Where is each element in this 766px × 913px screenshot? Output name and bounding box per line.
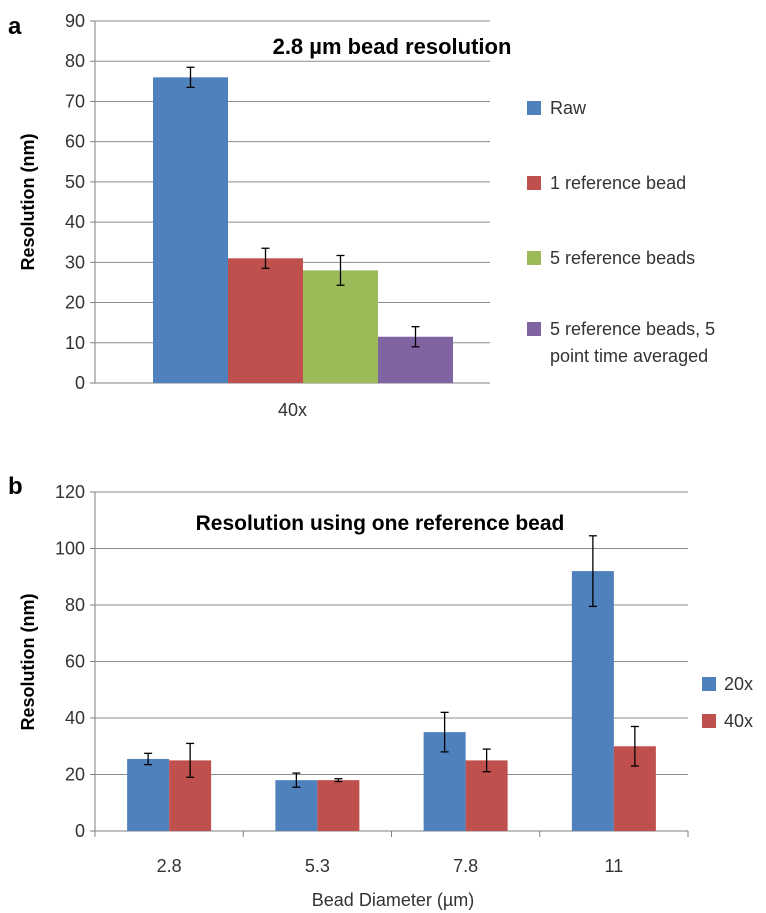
panel-b-y-tick-label: 40 <box>65 708 85 728</box>
panel-a-y-tick-label: 60 <box>65 132 85 152</box>
panel-a-legend-label: 5 reference beads <box>550 248 695 268</box>
panel-a-label: a <box>8 13 22 40</box>
panel-a-y-tick-label: 50 <box>65 172 85 192</box>
panel-b-x-axis-title: Bead Diameter (µm) <box>312 890 474 910</box>
panel-a-y-tick-label: 0 <box>75 373 85 393</box>
panel-a-legend-swatch <box>527 322 541 336</box>
panel-a-bar <box>228 258 303 383</box>
panel-b-y-tick-label: 100 <box>55 539 85 559</box>
panel-a-bar <box>303 270 378 383</box>
panel-a-legend-swatch <box>527 101 541 115</box>
panel-b-bar <box>317 780 360 831</box>
panel-b-legend-swatch <box>702 714 716 728</box>
panel-b-x-tick-label: 2.8 <box>157 856 182 876</box>
panel-b-legend-swatch <box>702 677 716 691</box>
panel-b-y-tick-label: 60 <box>65 652 85 672</box>
panel-b-y-tick-label: 0 <box>75 821 85 841</box>
panel-b-y-tick-label: 120 <box>55 482 85 502</box>
panel-a-y-tick-label: 80 <box>65 51 85 71</box>
panel-a-legend-swatch <box>527 251 541 265</box>
panel-b-label: b <box>8 473 23 500</box>
panel-a-y-tick-label: 40 <box>65 212 85 232</box>
panel-a-title: 2.8 µm bead resolution <box>273 34 512 59</box>
panel-a-legend-label: 5 reference beads, 5 point time averaged <box>550 319 715 366</box>
panel-b-bar <box>275 780 318 831</box>
panel-b-y-tick-label: 80 <box>65 595 85 615</box>
panel-a-y-tick-label: 30 <box>65 252 85 272</box>
panel-b-bar <box>127 758 170 831</box>
panel-a-legend-label: 1 reference bead <box>550 173 686 193</box>
panel-a-legend-swatch <box>527 176 541 190</box>
panel-a-legend-label: Raw <box>550 98 587 118</box>
panel-a-y-tick-label: 20 <box>65 293 85 313</box>
panel-b-legend-label: 20x <box>724 674 753 694</box>
panel-a-bar <box>153 77 228 384</box>
panel-b-x-tick-label: 5.3 <box>305 856 330 876</box>
panel-a-y-tick-label: 70 <box>65 91 85 111</box>
panel-b-bar <box>571 571 614 831</box>
panel-a-x-tick-label: 40x <box>278 400 307 420</box>
panel-b-title: Resolution using one reference bead <box>196 512 565 535</box>
panel-b-x-tick-label: 11 <box>605 856 624 876</box>
panel-b-y-axis-title: Resolution (nm) <box>18 594 38 731</box>
panel-a-y-tick-label: 90 <box>65 11 85 31</box>
panel-a-y-axis-title: Resolution (nm) <box>18 134 38 271</box>
panel-b-x-tick-label: 7.8 <box>453 856 478 876</box>
panel-b-y-tick-label: 20 <box>65 765 85 785</box>
panel-b-legend-label: 40x <box>724 711 753 731</box>
panel-a-y-tick-label: 10 <box>65 333 85 353</box>
